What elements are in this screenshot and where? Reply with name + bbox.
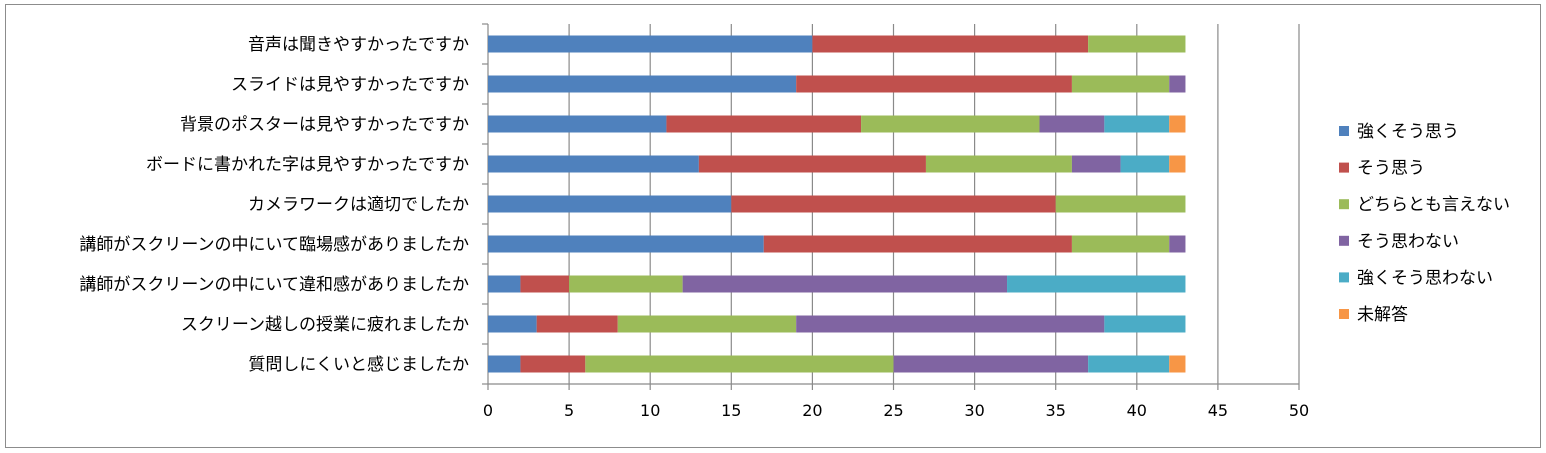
bar-segment — [585, 355, 894, 373]
bar-segment — [763, 235, 1072, 253]
bar-segment — [1007, 275, 1186, 293]
x-tick-label: 35 — [1046, 401, 1066, 420]
category-label: ボードに書かれた字は見やすかったですか — [146, 155, 469, 175]
bar-segment — [861, 115, 1040, 133]
legend-swatch — [1339, 199, 1349, 210]
bar-segment — [536, 315, 618, 333]
bar-segment — [488, 35, 813, 53]
legend-swatch — [1339, 309, 1349, 319]
category-label: 音声は聞きやすかったですか — [248, 35, 469, 55]
legend-swatch — [1339, 272, 1349, 283]
bar-segment — [488, 155, 699, 173]
bar-segment — [488, 235, 764, 253]
bar-segment — [682, 275, 1008, 293]
bar-segment — [1071, 155, 1121, 173]
category-label: 背景のポスターは見やすかったですか — [180, 115, 469, 135]
bar-segment — [488, 355, 521, 373]
x-tick-label: 45 — [1208, 401, 1228, 420]
x-tick-label: 0 — [483, 401, 493, 420]
bar-segment — [1104, 315, 1186, 333]
bar-segment — [1088, 35, 1186, 53]
bar-segment — [1169, 155, 1186, 173]
legend-label: 未解答 — [1357, 305, 1408, 325]
bar-segment — [1169, 355, 1186, 373]
bar-segment — [796, 75, 1072, 93]
x-tick-label: 25 — [883, 401, 903, 420]
bar-segment — [488, 115, 667, 133]
bar-segment — [1104, 115, 1170, 133]
bar-segment — [812, 35, 1089, 53]
category-label: スライドは見やすかったですか — [231, 75, 469, 95]
bar-segment — [488, 195, 732, 213]
x-tick-label: 15 — [721, 401, 741, 420]
bar-segment — [893, 355, 1089, 373]
bar-segment — [1169, 75, 1186, 93]
bar-segment — [569, 275, 683, 293]
bar-segment — [617, 315, 797, 333]
x-tick-label: 5 — [564, 401, 574, 420]
bar-segment — [1039, 115, 1105, 133]
bar-segment — [796, 315, 1105, 333]
legend-label: 強くそう思う — [1357, 122, 1459, 142]
bar-segment — [1120, 155, 1170, 173]
bar-segment — [488, 275, 521, 293]
category-label: カメラワークは適切でしたか — [248, 195, 469, 215]
legend-swatch — [1339, 235, 1349, 246]
x-tick-label: 10 — [640, 401, 660, 420]
bar-segment — [488, 315, 537, 333]
bar-segment — [520, 275, 570, 293]
x-tick-label: 20 — [802, 401, 822, 420]
bar-segment — [1088, 355, 1170, 373]
bar-segment — [520, 355, 586, 373]
legend-swatch — [1339, 126, 1349, 136]
bar-segment — [925, 155, 1072, 173]
x-tick-label: 40 — [1127, 401, 1147, 420]
bar-segment — [1055, 195, 1186, 213]
x-tick-label: 30 — [964, 401, 984, 420]
bar-segment — [1169, 235, 1186, 253]
legend-label: そう思う — [1357, 159, 1425, 179]
bar-segment — [1071, 75, 1170, 93]
legend-label: そう思わない — [1357, 232, 1459, 252]
bar-segment — [666, 115, 862, 133]
bar-segment — [698, 155, 926, 173]
bar-segment — [731, 195, 1056, 213]
bar-segment — [488, 75, 797, 93]
legend-swatch — [1339, 162, 1349, 173]
category-label: 講師がスクリーンの中にいて違和感がありましたか — [79, 275, 469, 295]
legend-label: 強くそう思わない — [1357, 268, 1493, 288]
category-label: 講師がスクリーンの中にいて臨場感がありましたか — [79, 235, 469, 255]
legend-label: どちらとも言えない — [1357, 195, 1510, 215]
x-tick-label: 50 — [1289, 401, 1309, 420]
category-label: スクリーン越しの授業に疲れましたか — [181, 315, 469, 335]
category-label: 質問しにくいと感じましたか — [248, 355, 469, 375]
bar-segment — [1169, 115, 1186, 133]
bar-segment — [1071, 235, 1170, 253]
